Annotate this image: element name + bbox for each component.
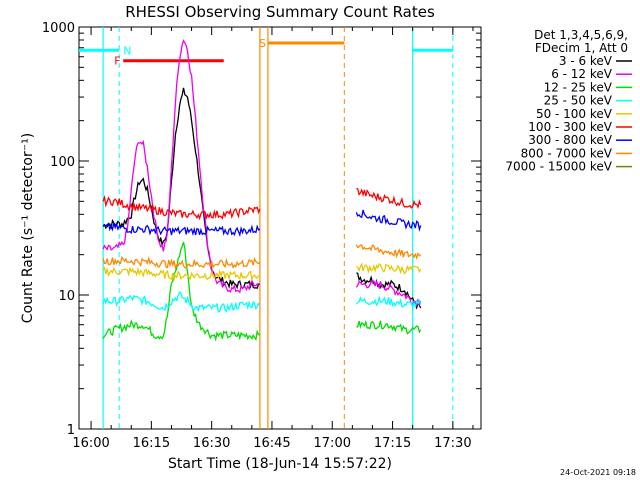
series-line-100-300 bbox=[102, 194, 261, 221]
series-line-12-25 bbox=[356, 319, 422, 335]
series-line-6-12 bbox=[102, 39, 261, 294]
x-tick-label-1615: 16:15 bbox=[133, 436, 170, 451]
y-tick-label-1000: 1000 bbox=[42, 21, 75, 36]
legend: Det 1,3,4,5,6,9, FDecim 1, Att 0 3 - 6 k… bbox=[505, 28, 632, 174]
series-line-3-6 bbox=[102, 87, 261, 290]
x-axis-label: Start Time (18-Jun-14 15:57:22) bbox=[168, 456, 392, 472]
flare-label: F bbox=[114, 55, 120, 68]
plot-area: NF S 16:00 16:15 16:30 16:45 17:00 17:15 17:30 1… bbox=[42, 21, 482, 451]
legend-label-300-800: 300 - 800 keV bbox=[528, 133, 612, 147]
series-line-25-50 bbox=[355, 295, 422, 311]
legend-label-800-7000: 800 - 7000 keV bbox=[521, 146, 613, 160]
chart-title: RHESSI Observing Summary Count Rates bbox=[125, 3, 435, 21]
x-tick-label-1645: 16:45 bbox=[253, 436, 290, 451]
legend-label-6-12: 6 - 12 keV bbox=[551, 67, 613, 81]
series-line-100-300 bbox=[356, 187, 422, 209]
legend-label-12-25: 12 - 25 keV bbox=[544, 80, 613, 94]
footer-date: 24-Oct-2021 09:18 bbox=[560, 468, 636, 477]
plot-frame bbox=[78, 26, 482, 430]
y-axis-label: Count Rate (s⁻¹ detector⁻¹) bbox=[20, 133, 36, 323]
series-line-25-50 bbox=[102, 291, 261, 314]
y-tick-label-10: 10 bbox=[58, 289, 75, 304]
x-tick-label-1600: 16:00 bbox=[72, 436, 109, 451]
x-tick-label-1730: 17:30 bbox=[434, 436, 471, 451]
legend-label-7000-15000: 7000 - 15000 keV bbox=[505, 160, 612, 174]
y-tick-label-1: 1 bbox=[67, 423, 75, 438]
series-line-50-100 bbox=[102, 266, 260, 282]
x-tick-label-1630: 16:30 bbox=[193, 436, 230, 451]
night-label: N bbox=[123, 44, 131, 57]
series-line-800-7000 bbox=[355, 244, 422, 261]
legend-header-2: FDecim 1, Att 0 bbox=[535, 41, 628, 55]
x-tick-label-1715: 17:15 bbox=[374, 436, 411, 451]
series-line-800-7000 bbox=[102, 255, 261, 271]
series-line-12-25 bbox=[102, 241, 261, 342]
legend-label-25-50: 25 - 50 keV bbox=[544, 94, 613, 108]
series-line-50-100 bbox=[355, 262, 422, 275]
x-tick-label-1700: 17:00 bbox=[314, 436, 351, 451]
series-line-300-800 bbox=[102, 220, 261, 238]
legend-label-50-100: 50 - 100 keV bbox=[536, 107, 613, 121]
series-line-300-800 bbox=[355, 209, 422, 232]
legend-label-100-300: 100 - 300 keV bbox=[528, 120, 612, 134]
legend-label-3-6: 3 - 6 keV bbox=[559, 54, 613, 68]
legend-header-1: Det 1,3,4,5,6,9, bbox=[534, 28, 628, 42]
y-axis-label-text: Count Rate (s⁻¹ detector⁻¹) bbox=[20, 133, 36, 323]
series-line-6-12 bbox=[355, 279, 422, 308]
saa-label: S bbox=[259, 37, 266, 50]
y-tick-label-100: 100 bbox=[50, 155, 75, 170]
